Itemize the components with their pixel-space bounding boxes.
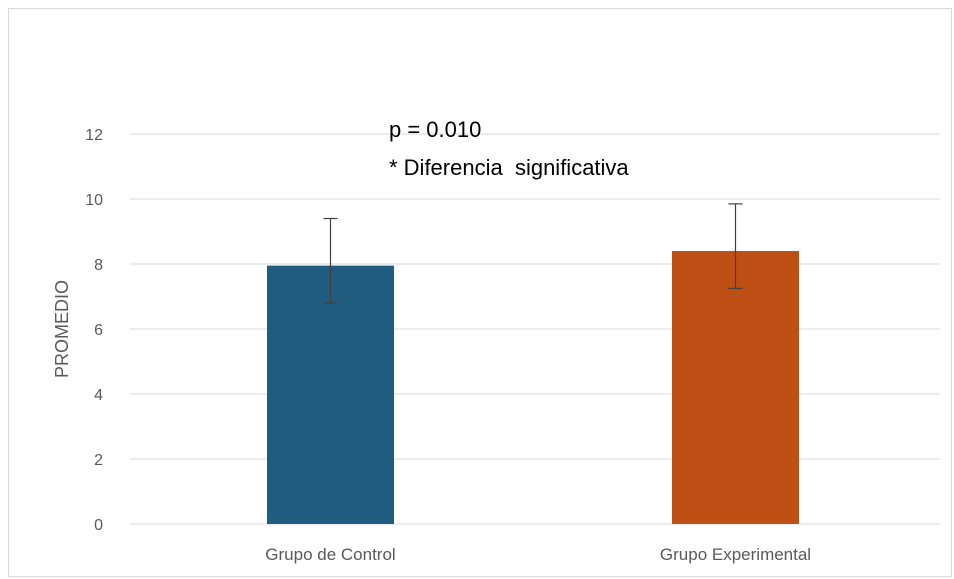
bar-experimental [672,251,799,524]
y-tick-label: 0 [94,517,103,534]
y-axis-title: PROMEDIO [52,280,72,378]
p-value-annotation: p = 0.010 [389,117,481,142]
gridlines [130,133,940,525]
significance-annotation: * Diferencia significativa [389,155,629,180]
y-tick-label: 10 [85,192,103,209]
error-bars [323,203,743,304]
error-bar [728,203,743,289]
y-tick-label: 12 [85,127,103,144]
x-category-label: Grupo de Control [265,545,395,564]
category-labels: Grupo de Control Grupo Experimental [265,545,811,564]
bars [267,251,799,524]
bar-control [267,265,394,524]
x-category-label: Grupo Experimental [660,545,811,564]
y-tick-labels: 0 2 4 6 8 10 12 [85,127,103,534]
y-tick-label: 8 [94,257,103,274]
y-tick-label: 2 [94,452,103,469]
error-bar [323,217,338,304]
y-tick-label: 4 [94,387,103,404]
y-tick-label: 6 [94,322,103,339]
